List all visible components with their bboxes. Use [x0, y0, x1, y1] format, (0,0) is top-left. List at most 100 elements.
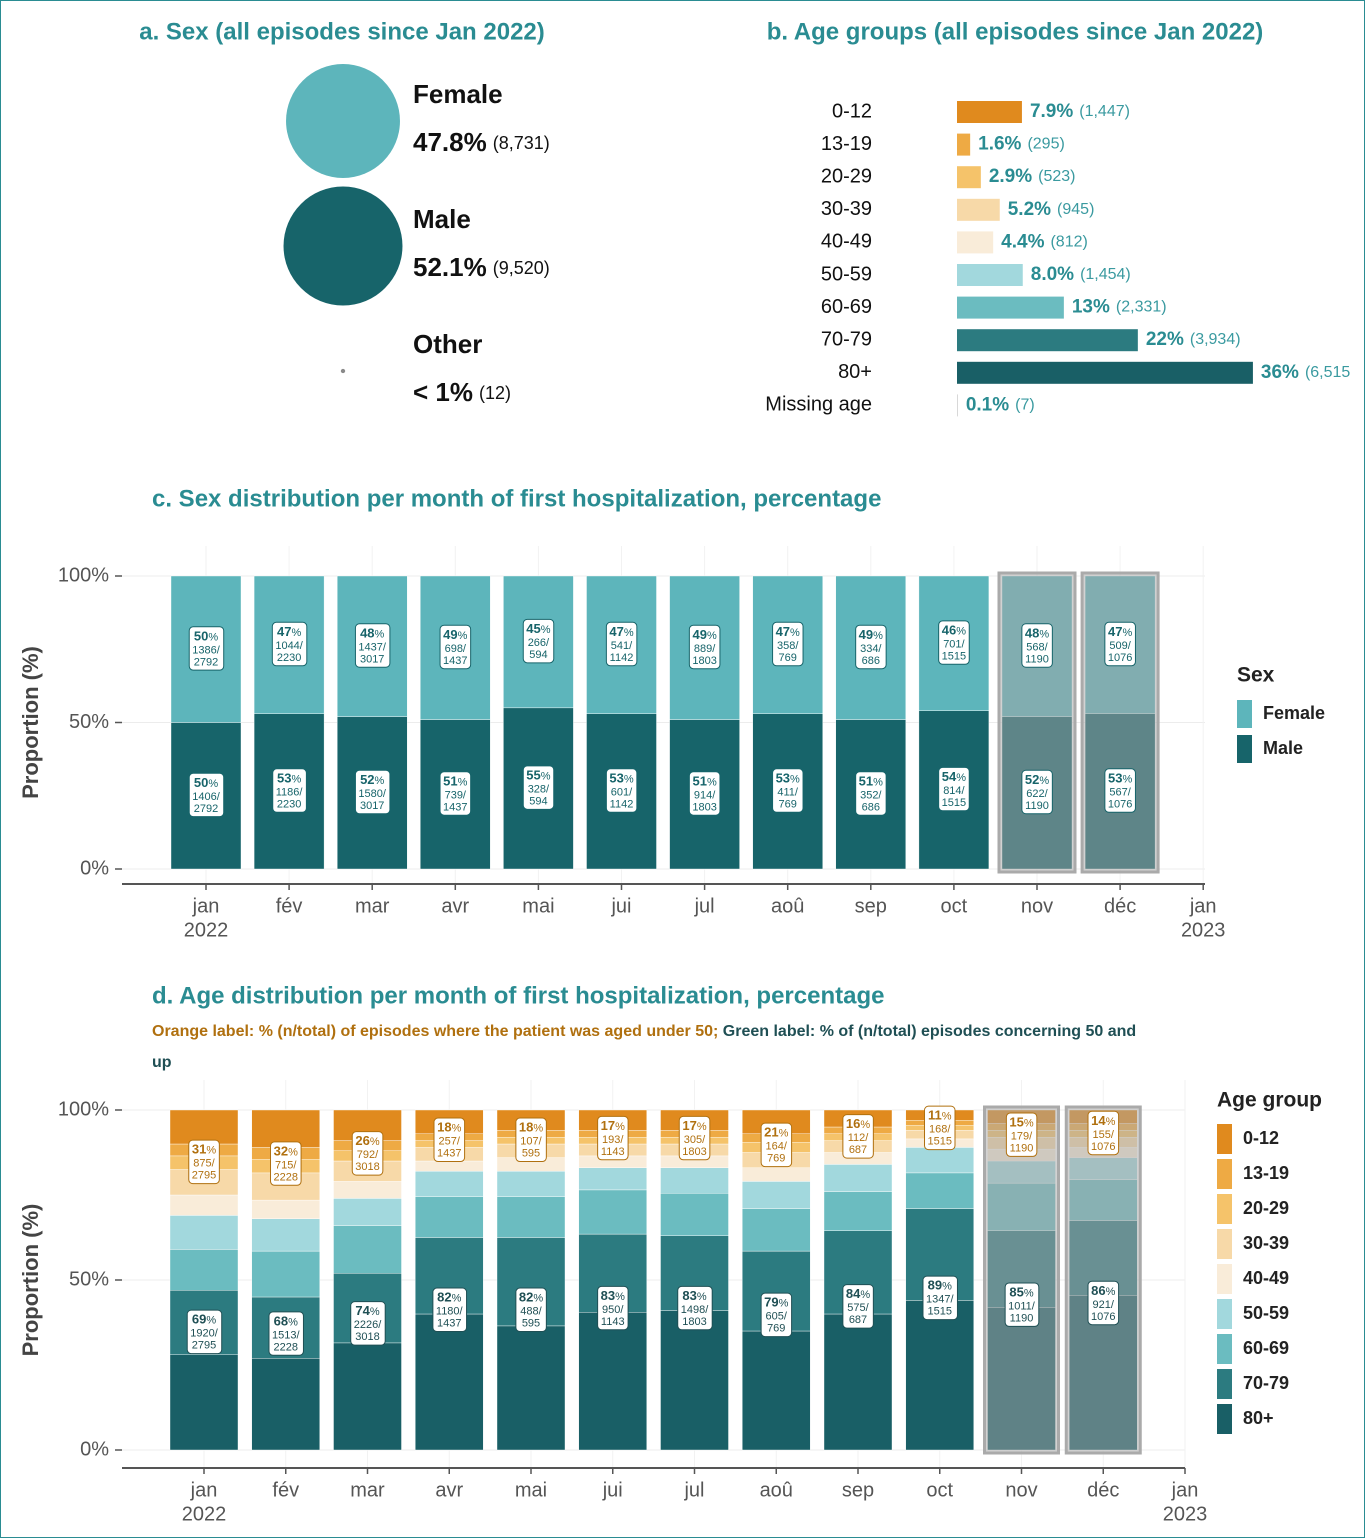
count-label: 1580/3017 [358, 788, 386, 812]
value-number: 53 [277, 771, 291, 786]
value-number: 45 [526, 621, 540, 636]
value-label: 26% [355, 1134, 379, 1149]
value-number: 50 [194, 629, 208, 644]
count-line: 698/ [445, 643, 467, 655]
value-label: 32% [274, 1144, 298, 1159]
x-tick-label: avr [435, 1479, 463, 1501]
bar-segment [169, 1249, 239, 1291]
legend-label: Male [1263, 738, 1303, 758]
category-label: 30-39 [821, 198, 872, 220]
count-line: 155/ [1093, 1129, 1115, 1141]
count-line: 488/ [520, 1306, 542, 1318]
data-label: 47%1044/2230 [271, 621, 308, 667]
value-unit: % [860, 1119, 870, 1131]
value-unit: % [208, 778, 218, 790]
bar-segment [333, 1342, 402, 1451]
x-tick-label: jui [610, 895, 631, 917]
legend-key [1217, 1334, 1232, 1364]
value-label: 47% [609, 624, 633, 639]
value-number: 53 [1108, 771, 1122, 786]
count-label: 328/594 [528, 783, 550, 807]
value-unit: % [1024, 1117, 1034, 1129]
value-number: 17 [601, 1118, 615, 1133]
y-tick-label: 50% [69, 711, 109, 733]
value-text: 7.9% (1,447) [1030, 101, 1130, 122]
count-label: 1180/1437 [436, 1306, 464, 1330]
label-box [688, 771, 721, 816]
count-line: 112/ [848, 1132, 870, 1144]
value-unit: % [458, 776, 468, 788]
data-label: 69%1920/2795 [186, 1309, 223, 1355]
label-box [855, 624, 887, 670]
count-line: 257/ [439, 1136, 461, 1148]
label-box [760, 1122, 793, 1168]
count-label: 739/1437 [443, 789, 467, 813]
value-number: 54 [942, 769, 957, 784]
label-box [515, 1117, 547, 1163]
count-label: 950/1143 [601, 1304, 625, 1328]
data-label: 18%257/1437 [433, 1117, 466, 1163]
y-axis-label: Proportion (%) [18, 1204, 43, 1357]
count-line: 1076 [1091, 1141, 1115, 1153]
count-line: 2792 [194, 803, 218, 815]
count-label: 1044/2230 [275, 640, 303, 664]
value-number: 21 [764, 1125, 778, 1140]
value-number: 84 [846, 1287, 861, 1302]
label-box [678, 1115, 711, 1161]
count-label: 334/686 [860, 643, 882, 667]
bar [957, 166, 981, 189]
x-tick-label: mar [355, 895, 390, 917]
bar-segment [660, 1193, 729, 1237]
value-label: 86% [1091, 1283, 1115, 1298]
count-line: 1406/ [192, 791, 220, 803]
label-box [350, 1301, 386, 1346]
value-text: 36% (6,515) [1261, 362, 1356, 383]
value-number: 52 [1025, 772, 1039, 787]
bar-segment [169, 1194, 239, 1216]
value-unit: % [1122, 627, 1132, 639]
label-box [938, 620, 970, 665]
data-label: 83%950/1143 [597, 1285, 629, 1331]
count-line: 2230 [277, 798, 301, 810]
value-unit: % [615, 1291, 625, 1303]
value-unit: % [452, 1123, 462, 1135]
incomplete-overlay [1064, 1105, 1142, 1455]
x-tick-label: jul [683, 1479, 704, 1501]
count-line: 575/ [847, 1302, 869, 1314]
x-tick-label: jan [190, 1479, 218, 1501]
label-box [924, 1105, 956, 1151]
bar-segment [496, 1325, 566, 1451]
count-line: 107/ [520, 1136, 542, 1148]
value-label: 2.9% [989, 166, 1032, 187]
data-label: 51%914/1803 [688, 771, 721, 816]
count-line: 411/ [777, 786, 799, 798]
bar-segment [251, 1109, 320, 1148]
value-label: 8.0% [1031, 264, 1074, 285]
value-number: 48 [360, 626, 374, 641]
count-label: 921/1076 [1091, 1299, 1115, 1323]
count-line: 3018 [355, 1331, 379, 1343]
bar-segment [905, 1147, 974, 1174]
value-unit: % [942, 1111, 952, 1123]
bar [957, 296, 1064, 319]
value-label: 18% [519, 1120, 543, 1135]
value-number: 47 [609, 624, 623, 639]
x-tick-label: fév [272, 1479, 299, 1501]
value-label: 47% [1108, 624, 1132, 639]
count-line: 1011/ [1008, 1300, 1036, 1312]
legend-key [1217, 1194, 1232, 1224]
count-label: 1347/1515 [926, 1294, 954, 1318]
bar-segment [660, 1167, 729, 1194]
label-box [677, 1285, 713, 1331]
label-box [688, 624, 721, 670]
count-line: 2795 [192, 1340, 216, 1352]
x-tick-label: déc [1087, 1479, 1119, 1501]
value-label: 85% [1009, 1285, 1033, 1300]
bar [957, 101, 1022, 123]
count-label: 541/1142 [610, 640, 634, 664]
data-label: 15%179/1190 [1005, 1112, 1038, 1157]
legend-key [1217, 1159, 1232, 1189]
value-label: 49% [859, 627, 883, 642]
count-label: 257/1437 [437, 1136, 461, 1160]
